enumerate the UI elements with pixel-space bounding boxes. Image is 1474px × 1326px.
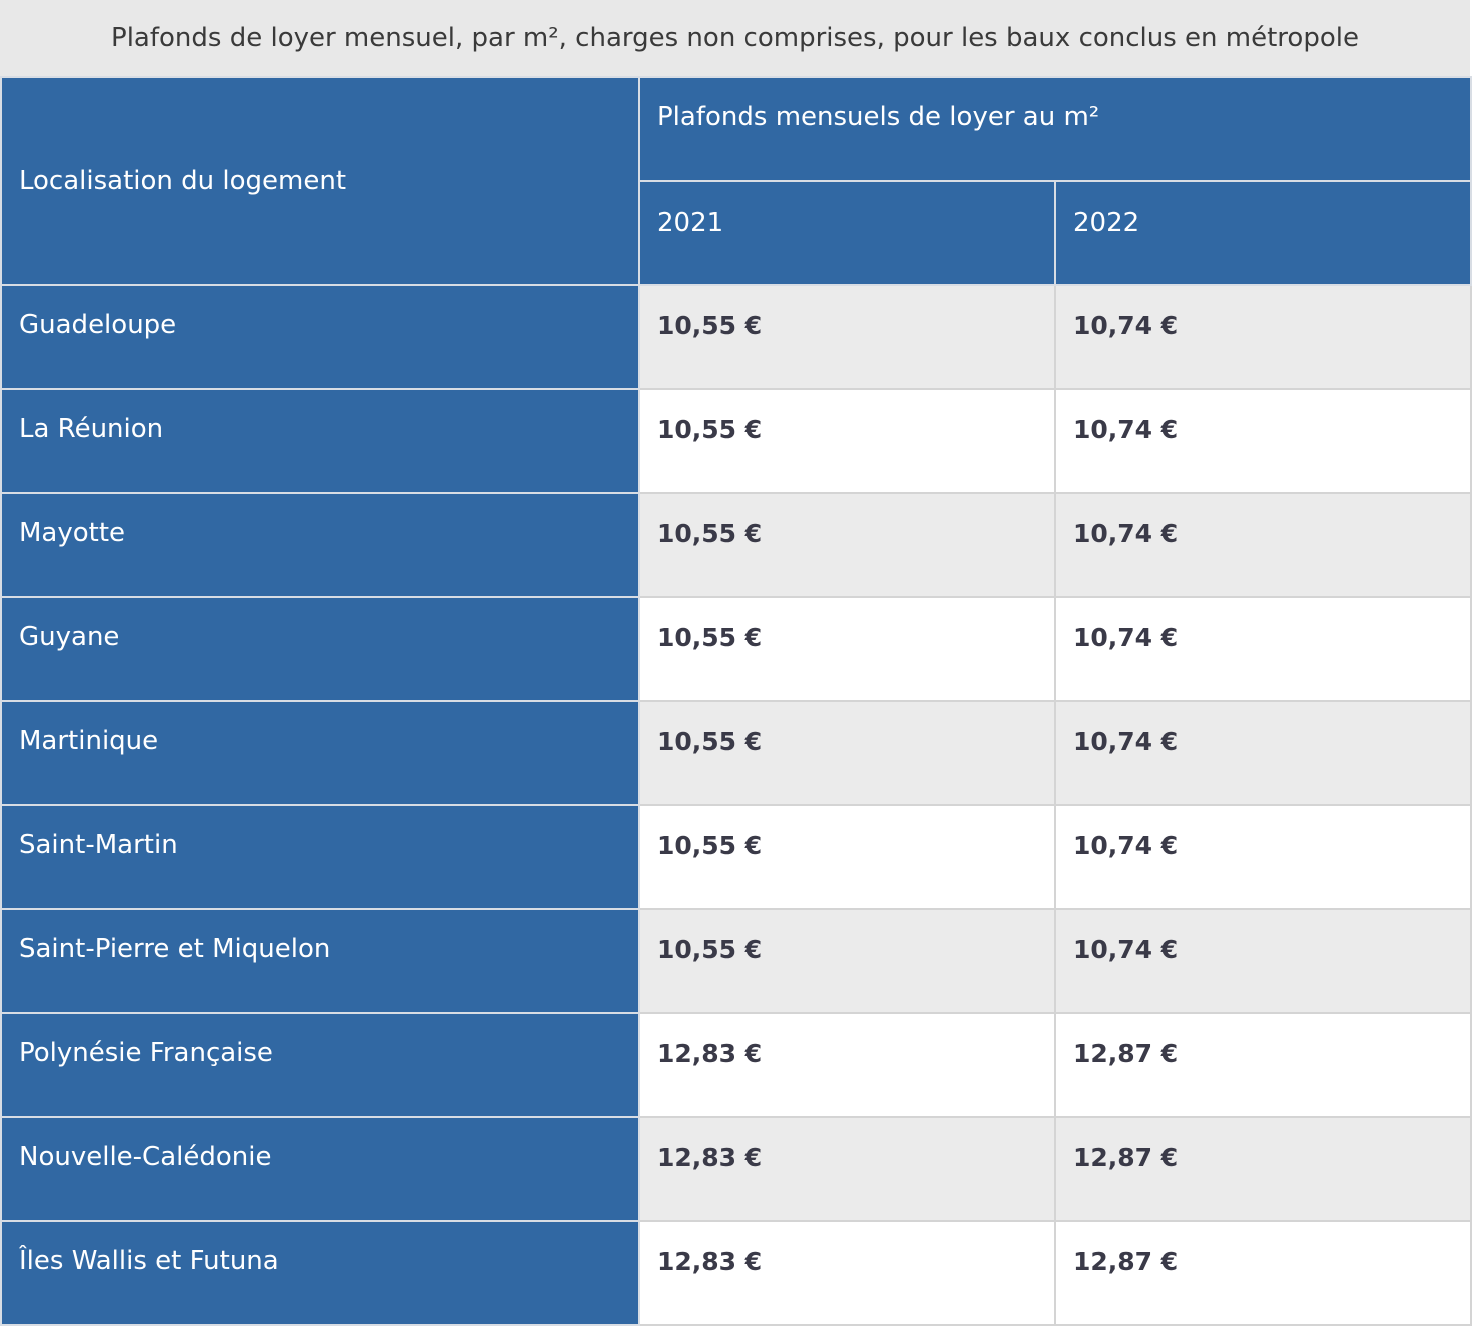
value-2022-cell: 10,74 € — [1053, 700, 1473, 806]
location-cell: Saint-Pierre et Miquelon — [0, 908, 640, 1014]
table-row: Saint-Martin 10,55 € 10,74 € — [0, 804, 1473, 910]
location-cell: Mayotte — [0, 492, 640, 598]
value-2022-cell: 10,74 € — [1053, 804, 1473, 910]
location-cell: Guyane — [0, 596, 640, 702]
value-2022-cell: 10,74 € — [1053, 492, 1473, 598]
value-2021-cell: 10,55 € — [638, 388, 1056, 494]
header-row-years: 2021 2022 — [1, 180, 1473, 286]
value-2021-cell: 12,83 € — [638, 1220, 1056, 1326]
value-2022-cell: 12,87 € — [1053, 1116, 1473, 1222]
value-2021-cell: 10,55 € — [638, 596, 1056, 702]
table-row: La Réunion 10,55 € 10,74 € — [0, 388, 1473, 494]
value-2021-cell: 10,55 € — [638, 284, 1056, 390]
value-2021-cell: 10,55 € — [638, 804, 1056, 910]
table-body: Guadeloupe 10,55 € 10,74 € La Réunion 10… — [0, 284, 1473, 1326]
table-header: Localisation du logement Plafonds mensue… — [0, 76, 1473, 286]
table-row: Polynésie Française 12,83 € 12,87 € — [0, 1012, 1473, 1118]
location-cell: Nouvelle-Calédonie — [0, 1116, 640, 1222]
table-row: Martinique 10,55 € 10,74 € — [0, 700, 1473, 806]
header-rent-ceilings: Plafonds mensuels de loyer au m² — [637, 76, 1473, 182]
value-2021-cell: 12,83 € — [638, 1012, 1056, 1118]
location-cell: Saint-Martin — [0, 804, 640, 910]
table-row: Guadeloupe 10,55 € 10,74 € — [0, 284, 1473, 390]
value-2022-cell: 10,74 € — [1053, 596, 1473, 702]
table-caption: Plafonds de loyer mensuel, par m², charg… — [0, 0, 1470, 76]
location-cell: La Réunion — [0, 388, 640, 494]
header-year-2022: 2022 — [1053, 180, 1473, 286]
value-2021-cell: 10,55 € — [638, 700, 1056, 806]
table-row: Saint-Pierre et Miquelon 10,55 € 10,74 € — [0, 908, 1473, 1014]
value-2022-cell: 10,74 € — [1053, 284, 1473, 390]
location-cell: Polynésie Française — [0, 1012, 640, 1118]
table-row: Nouvelle-Calédonie 12,83 € 12,87 € — [0, 1116, 1473, 1222]
value-2022-cell: 10,74 € — [1053, 908, 1473, 1014]
table-row: Mayotte 10,55 € 10,74 € — [0, 492, 1473, 598]
value-2022-cell: 12,87 € — [1053, 1012, 1473, 1118]
value-2021-cell: 12,83 € — [638, 1116, 1056, 1222]
header-location: Localisation du logement — [0, 76, 640, 286]
rent-ceiling-table: Localisation du logement Plafonds mensue… — [0, 76, 1473, 1326]
location-cell: Martinique — [0, 700, 640, 806]
location-cell: Îles Wallis et Futuna — [0, 1220, 640, 1326]
value-2022-cell: 12,87 € — [1053, 1220, 1473, 1326]
location-cell: Guadeloupe — [0, 284, 640, 390]
table-row: Guyane 10,55 € 10,74 € — [0, 596, 1473, 702]
value-2021-cell: 10,55 € — [638, 908, 1056, 1014]
table-row: Îles Wallis et Futuna 12,83 € 12,87 € — [0, 1220, 1473, 1326]
header-row-top: Localisation du logement Plafonds mensue… — [0, 76, 1473, 286]
value-2022-cell: 10,74 € — [1053, 388, 1473, 494]
header-year-2021: 2021 — [638, 180, 1056, 286]
value-2021-cell: 10,55 € — [638, 492, 1056, 598]
